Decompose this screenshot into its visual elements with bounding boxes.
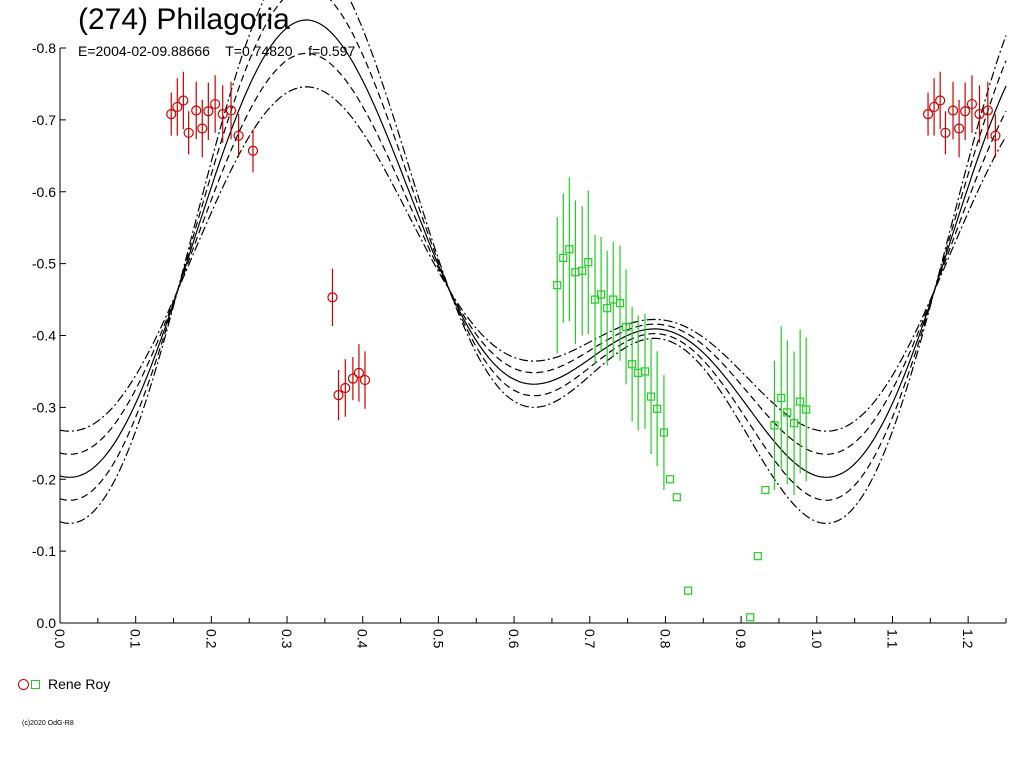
data-point-square xyxy=(653,404,662,413)
data-point-circle xyxy=(217,109,228,120)
data-point-circle xyxy=(247,145,259,156)
data-point-circle xyxy=(197,123,208,134)
data-point-circle xyxy=(359,374,371,386)
data-point-circle xyxy=(347,373,358,384)
data-point-square xyxy=(672,493,681,502)
x-tick-label: 0.3 xyxy=(279,629,295,649)
x-tick-label: 0.8 xyxy=(657,629,673,649)
data-point-circle xyxy=(982,105,993,116)
data-point-circle xyxy=(166,109,177,120)
data-point-circle xyxy=(953,123,965,134)
data-point-circle xyxy=(327,292,338,303)
data-point-square xyxy=(584,258,593,267)
data-point-circle xyxy=(191,105,202,116)
x-tick-label: 0.5 xyxy=(430,629,446,649)
legend-circle-icon xyxy=(18,678,29,690)
data-point-square xyxy=(770,421,779,430)
copyright-credit: (c)2020 OdG-R8 xyxy=(22,720,74,727)
data-point-circle xyxy=(929,101,940,113)
legend-square-icon xyxy=(31,679,40,689)
data-point-square xyxy=(565,245,574,254)
data-point-square xyxy=(628,360,637,369)
x-tick-label: 1.2 xyxy=(960,629,976,649)
x-tick-label: 0.0 xyxy=(52,629,68,649)
fit-curve-dashed xyxy=(59,52,1007,455)
x-tick-label: 1.1 xyxy=(884,629,900,649)
data-point-circle xyxy=(340,382,351,394)
data-point-circle xyxy=(922,109,934,120)
data-point-square xyxy=(646,392,656,401)
data-point-circle xyxy=(990,130,1001,141)
legend: Rene Roy xyxy=(18,674,110,694)
data-point-square xyxy=(553,281,562,290)
data-point-square xyxy=(746,613,755,622)
data-point-square xyxy=(603,304,612,313)
data-point-circle xyxy=(333,390,344,401)
data-point-circle xyxy=(233,130,244,141)
data-point-circle xyxy=(203,106,214,117)
data-points xyxy=(166,71,1001,622)
y-tick-label: -0.6 xyxy=(32,184,56,200)
data-point-circle xyxy=(960,106,971,117)
data-point-square xyxy=(684,586,693,595)
data-point-square xyxy=(777,393,786,403)
data-point-square xyxy=(789,419,799,428)
data-point-square xyxy=(783,408,792,417)
x-tick-label: 0.4 xyxy=(355,629,371,649)
data-point-circle xyxy=(353,367,365,378)
legend-label: Rene Roy xyxy=(48,676,111,692)
data-point-square xyxy=(578,266,587,275)
x-tick-label: 0.9 xyxy=(733,629,749,649)
data-point-circle xyxy=(940,127,951,138)
data-point-circle xyxy=(947,105,959,116)
axes: -0.8 -0.7 -0.6 -0.5 -0.4 -0.3 -0.2 -0.1 0.00.0 0.… xyxy=(32,40,1007,649)
y-tick-label: -0.7 xyxy=(32,112,56,128)
x-tick-label: 0.7 xyxy=(582,629,598,649)
fit-curve-dashed xyxy=(59,0,1007,501)
data-point-circle xyxy=(974,109,985,120)
chart-title: (274) Philagoria xyxy=(78,3,290,36)
data-point-square xyxy=(665,475,675,484)
chart-subtitle: E=2004-02-09.88666 T=0.74820 f=0.597 xyxy=(78,43,356,59)
data-point-square xyxy=(559,253,568,262)
data-point-square xyxy=(640,367,650,376)
data-point-square xyxy=(753,552,762,561)
data-point-circle xyxy=(178,95,189,106)
data-point-circle xyxy=(966,98,978,110)
x-tick-label: 0.2 xyxy=(203,629,219,649)
data-point-square xyxy=(590,295,600,304)
x-tick-label: 1.0 xyxy=(809,629,825,649)
y-tick-label: 0.0 xyxy=(37,615,57,631)
data-point-circle xyxy=(225,105,237,116)
data-point-square xyxy=(802,405,811,414)
y-tick-label: -0.1 xyxy=(32,543,56,559)
x-tick-label: 0.1 xyxy=(128,629,144,649)
data-point-square xyxy=(597,290,606,299)
data-point-circle xyxy=(935,95,946,106)
fit-curves xyxy=(59,0,1007,525)
data-point-square xyxy=(761,485,770,495)
data-point-circle xyxy=(210,98,221,110)
y-tick-label: -0.3 xyxy=(32,399,56,415)
data-point-square xyxy=(621,322,631,331)
data-point-square xyxy=(796,397,805,406)
data-point-circle xyxy=(183,127,194,138)
data-point-circle xyxy=(172,101,183,113)
fit-curve-dashdot xyxy=(59,0,1007,525)
y-tick-label: -0.2 xyxy=(32,471,56,487)
fit-curve-solid xyxy=(59,19,1007,478)
y-tick-label: -0.4 xyxy=(32,328,56,344)
fit-curve-dashdot xyxy=(59,86,1007,432)
data-point-square xyxy=(659,428,669,437)
data-point-square xyxy=(615,299,625,308)
y-tick-label: -0.8 xyxy=(32,40,56,56)
x-tick-label: 0.6 xyxy=(506,629,522,649)
y-tick-label: -0.5 xyxy=(32,256,56,272)
